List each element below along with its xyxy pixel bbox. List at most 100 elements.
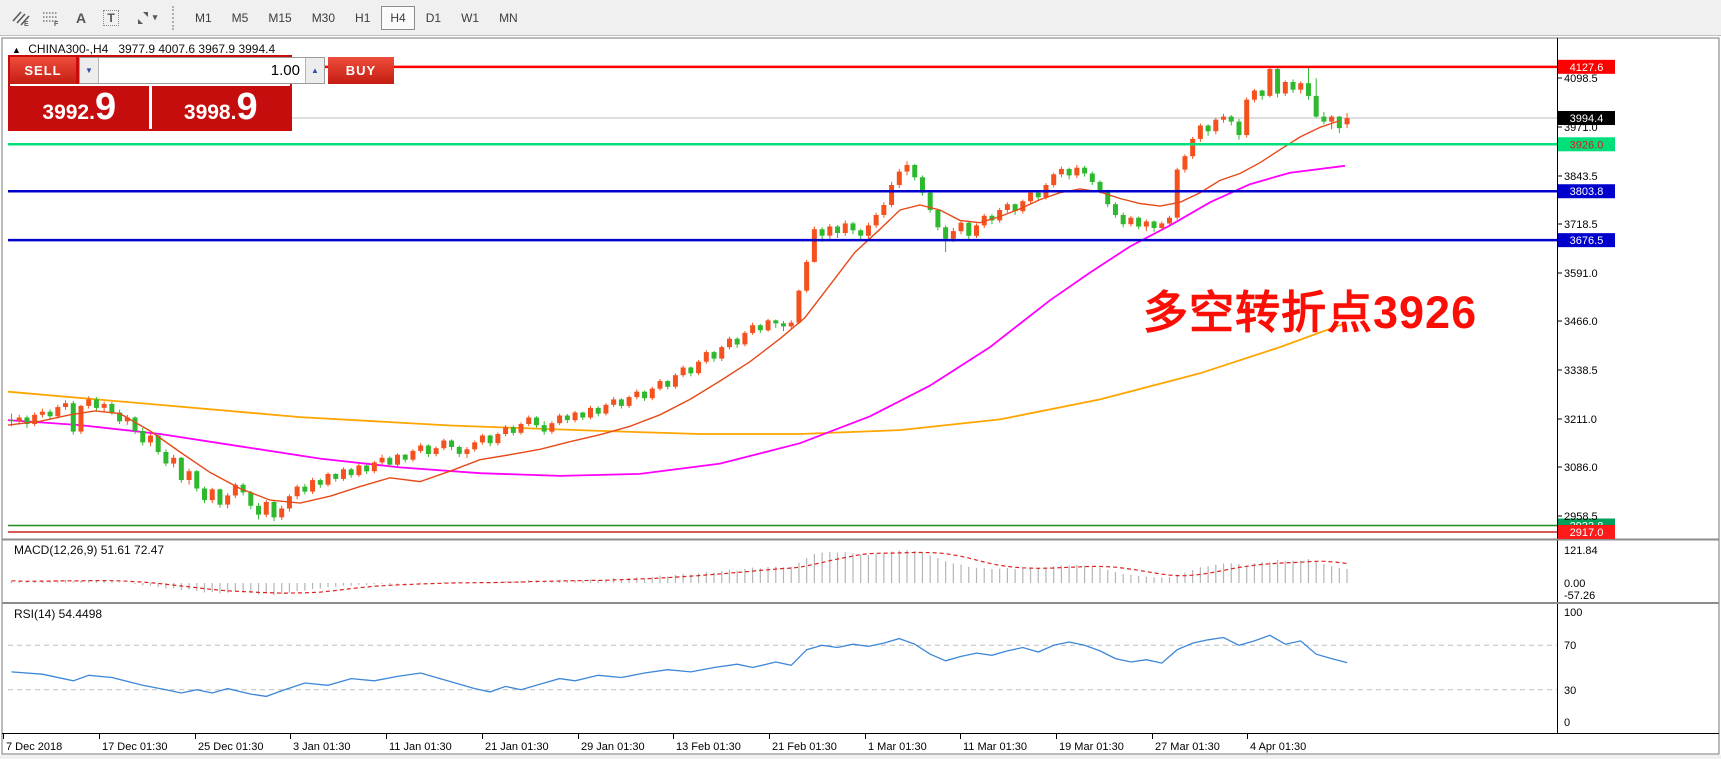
candle-body xyxy=(248,492,254,506)
timeframe-button-m1[interactable]: M1 xyxy=(186,6,221,30)
sell-button[interactable]: SELL xyxy=(10,57,76,84)
candle-body xyxy=(1167,217,1172,224)
date-label: 4 Apr 01:30 xyxy=(1250,741,1306,753)
candle-body xyxy=(1066,168,1072,176)
volume-spinner: ▼ ▲ xyxy=(79,57,325,84)
candle-body xyxy=(719,347,725,359)
candle-body xyxy=(680,367,686,376)
candle-body xyxy=(912,165,918,178)
volume-input[interactable] xyxy=(99,58,305,83)
timeframe-button-w1[interactable]: W1 xyxy=(452,6,488,30)
candle-body xyxy=(1298,83,1304,90)
candle-body xyxy=(603,404,609,414)
arrows-objects-icon[interactable]: ▾ xyxy=(126,5,166,31)
candle-body xyxy=(310,480,316,492)
rsi-axis-label: 70 xyxy=(1564,640,1576,652)
candle-body xyxy=(572,412,578,421)
sell-price-display[interactable]: 3992. 9 xyxy=(10,86,149,129)
candle-body xyxy=(456,447,462,454)
rsi-axis-label: 30 xyxy=(1564,685,1576,697)
candle-body xyxy=(16,417,22,422)
candle-body xyxy=(1221,116,1227,120)
candle-body xyxy=(124,417,130,422)
candle-body xyxy=(1035,192,1041,198)
timeframe-button-h1[interactable]: H1 xyxy=(346,6,379,30)
svg-text:E: E xyxy=(24,21,29,27)
price-tick-label: 4098.5 xyxy=(1564,73,1598,85)
candle-body xyxy=(618,399,624,406)
buy-price-display[interactable]: 3998. 9 xyxy=(151,86,290,129)
trade-buttons-row: SELL ▼ ▲ BUY xyxy=(10,57,394,84)
candle-body xyxy=(294,486,300,497)
ma-fast-line xyxy=(7,119,1341,504)
candle-body xyxy=(472,442,478,450)
candle-body xyxy=(541,425,547,432)
candle-body xyxy=(1213,119,1219,132)
candle-body xyxy=(1205,125,1211,132)
candle-body xyxy=(356,465,362,476)
candles-layer xyxy=(9,66,1350,522)
candle-body xyxy=(78,405,84,432)
candle-body xyxy=(101,404,107,408)
candle-body xyxy=(688,367,694,374)
candle-body xyxy=(302,486,308,492)
candle-body xyxy=(1128,217,1134,225)
candle-body xyxy=(495,434,501,444)
candle-body xyxy=(811,229,817,262)
volume-increase-button[interactable]: ▲ xyxy=(305,58,324,83)
candle-body xyxy=(634,391,640,398)
candle-body xyxy=(232,484,238,496)
timeframe-button-mn[interactable]: MN xyxy=(490,6,527,30)
text-label-icon[interactable]: A xyxy=(75,9,87,26)
candle-body xyxy=(317,480,323,485)
price-axis[interactable] xyxy=(1558,38,1721,733)
date-label: 1 Mar 01:30 xyxy=(868,741,927,753)
price-level-label xyxy=(1558,59,1615,74)
candle-body xyxy=(1344,118,1350,125)
fibonacci-grid-icon[interactable]: F xyxy=(36,5,66,31)
candle-body xyxy=(858,230,864,236)
symbol-period-label: CHINA300-,H4 xyxy=(28,42,109,56)
price-level-label xyxy=(1558,111,1615,126)
candle-body xyxy=(132,417,138,431)
candle-body xyxy=(1313,95,1319,117)
candle-body xyxy=(402,454,408,460)
crosshair-expert-icon[interactable]: E xyxy=(6,5,36,31)
candle-body xyxy=(240,484,246,493)
candle-body xyxy=(889,185,895,205)
volume-decrease-button[interactable]: ▼ xyxy=(80,58,99,83)
timeframe-button-m30[interactable]: M30 xyxy=(303,6,344,30)
candle-body xyxy=(804,261,810,291)
candle-body xyxy=(974,225,979,236)
text-box-icon[interactable]: T xyxy=(96,5,126,31)
candle-body xyxy=(1290,82,1296,90)
candle-body xyxy=(1151,221,1157,228)
toolbar-separator xyxy=(172,5,178,30)
date-label: 13 Feb 01:30 xyxy=(676,741,741,753)
timeframe-button-d1[interactable]: D1 xyxy=(417,6,450,30)
candle-body xyxy=(117,412,123,422)
price-tick-label: 3086.0 xyxy=(1564,462,1598,474)
candle-body xyxy=(1112,204,1118,215)
candle-body xyxy=(433,448,439,454)
macd-indicator-label: MACD(12,26,9) 51.61 72.47 xyxy=(14,543,165,557)
candle-body xyxy=(611,399,617,405)
timeframe-button-m15[interactable]: M15 xyxy=(259,6,300,30)
candle-body xyxy=(1058,168,1064,175)
timeframe-button-h4[interactable]: H4 xyxy=(381,5,415,30)
candle-body xyxy=(194,471,200,489)
candle-body xyxy=(649,388,655,399)
time-axis[interactable] xyxy=(0,734,1556,755)
candle-body xyxy=(580,412,586,418)
candle-body xyxy=(726,338,732,348)
candle-body xyxy=(163,452,169,464)
buy-button[interactable]: BUY xyxy=(328,57,394,84)
candle-body xyxy=(943,227,949,239)
candle-body xyxy=(171,457,177,464)
candle-body xyxy=(1251,90,1257,100)
collapse-triangle-icon[interactable]: ▲ xyxy=(12,45,21,55)
candle-body xyxy=(464,449,470,454)
price-level-label xyxy=(1558,184,1615,199)
timeframe-button-m5[interactable]: M5 xyxy=(223,6,258,30)
